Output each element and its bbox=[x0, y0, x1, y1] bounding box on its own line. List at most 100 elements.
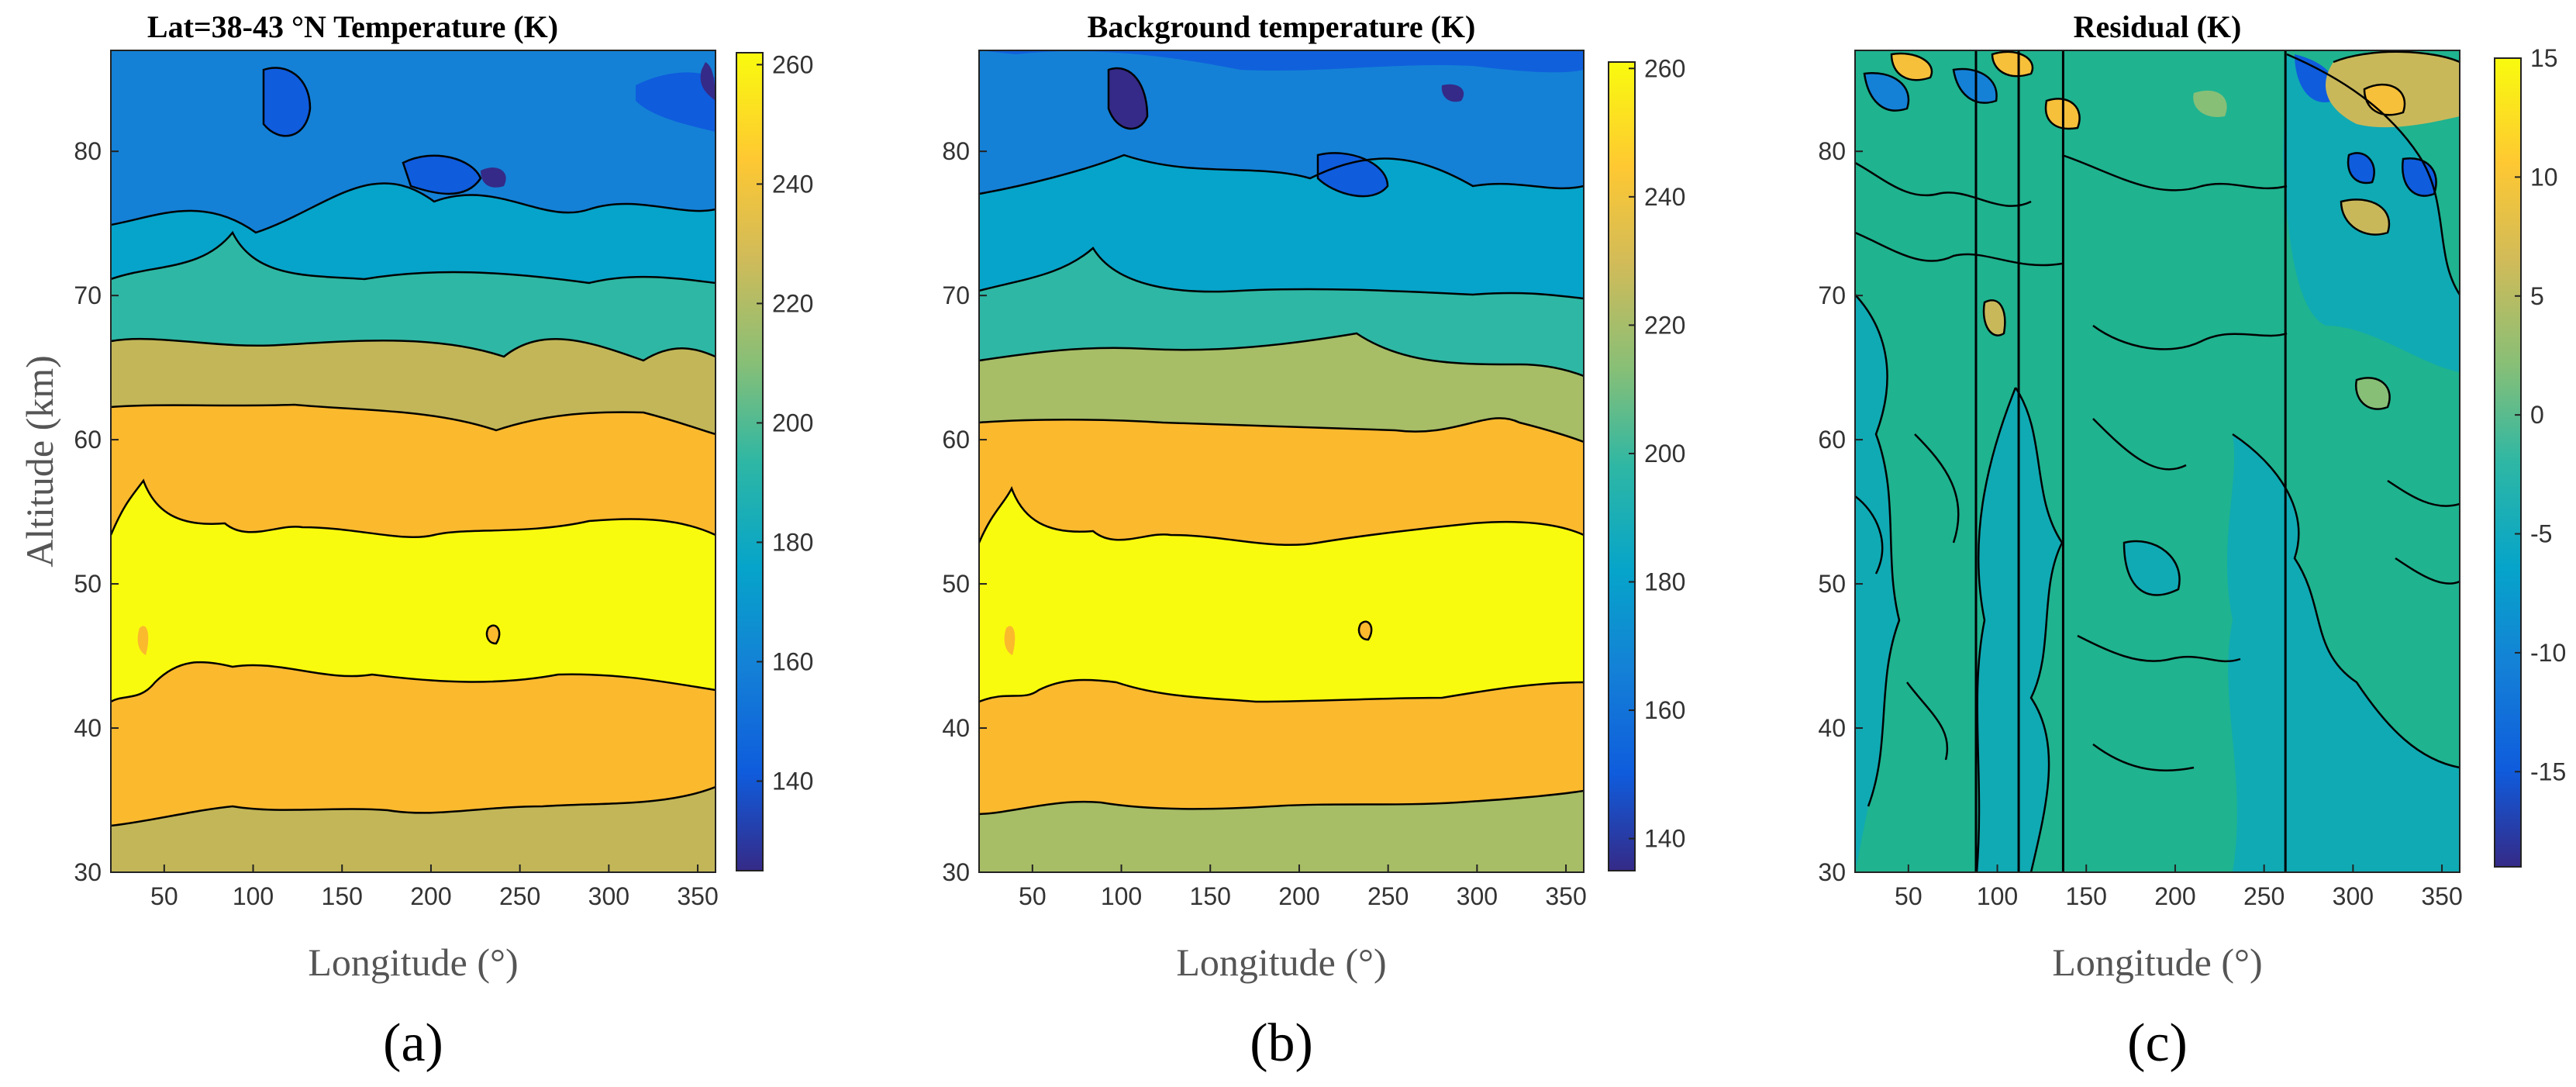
y-tick-label-a: 80 bbox=[74, 137, 102, 165]
y-tick-label-a: 70 bbox=[74, 281, 102, 309]
x-tick-label-a: 250 bbox=[499, 882, 540, 910]
colorbar-tick-label-b: 200 bbox=[1644, 440, 1685, 468]
y-tick-label-c: 70 bbox=[1818, 281, 1846, 309]
x-tick-label-a: 200 bbox=[410, 882, 451, 910]
colorbar-tick-label-c: 10 bbox=[2530, 163, 2558, 191]
cold-cell-a3 bbox=[636, 72, 716, 132]
panel-title-c: Residual (K) bbox=[2074, 9, 2242, 44]
x-tick-label-a: 350 bbox=[677, 882, 718, 910]
colorbar-tick-label-c: 0 bbox=[2530, 401, 2544, 429]
x-tick-label-b: 300 bbox=[1457, 882, 1498, 910]
panel-b: 50 100 150 200 250 300 350 30 40 50 60 70 80 Backgro… bbox=[942, 9, 1685, 1073]
y-tick-label-a: 50 bbox=[74, 570, 102, 598]
colorbar-a bbox=[736, 52, 764, 871]
y-tick-label-c: 50 bbox=[1818, 570, 1846, 598]
cold-cell-a4 bbox=[481, 167, 506, 188]
ticks-b: 50 100 150 200 250 300 350 30 40 50 60 70 80 bbox=[942, 137, 1586, 910]
cold-cell-a bbox=[264, 67, 310, 136]
x-tick-label-a: 50 bbox=[150, 882, 178, 910]
warm-cell-a bbox=[487, 625, 500, 644]
panel-label-c: (c) bbox=[2127, 1013, 2188, 1073]
plot-frame-c bbox=[1854, 50, 2460, 873]
colorbar-tick-label-a: 160 bbox=[772, 647, 813, 675]
y-tick-label-b: 80 bbox=[942, 137, 970, 165]
panel-label-b: (b) bbox=[1250, 1013, 1313, 1073]
warm-cell-a2 bbox=[137, 626, 149, 655]
cold-cell-b bbox=[979, 50, 1584, 73]
x-tick-label-c: 150 bbox=[2066, 882, 2107, 910]
cold-cell-a2 bbox=[403, 155, 481, 194]
ticks-c: 50 100 150 200 250 300 350 30 40 50 60 70 80 bbox=[1818, 137, 2462, 910]
x-axis-label-b: Longitude (°) bbox=[1176, 940, 1386, 984]
contour-field-c bbox=[1855, 50, 2460, 872]
pos-cell-c3 bbox=[1992, 51, 2033, 77]
y-tick-label-a: 60 bbox=[74, 426, 102, 454]
colorbar-ticks-c: 15 10 5 0 -5 -10 -15 bbox=[2515, 44, 2566, 785]
plot-frame-b bbox=[978, 50, 1585, 873]
x-tick-label-b: 200 bbox=[1278, 882, 1319, 910]
x-tick-label-b: 350 bbox=[1545, 882, 1586, 910]
plot-frame-a bbox=[110, 50, 716, 873]
colorbar-ticks-b: 140 160 180 200 220 240 260 bbox=[1629, 54, 1685, 853]
colorbar-tick-label-b: 240 bbox=[1644, 183, 1685, 211]
colorbar-tick-label-a: 220 bbox=[772, 289, 813, 317]
colorbar-tick-label-c: -15 bbox=[2530, 757, 2566, 785]
colorbar-tick-label-a: 180 bbox=[772, 528, 813, 556]
colorbar-tick-label-a: 240 bbox=[772, 170, 813, 198]
neg-region-c4 bbox=[2124, 541, 2180, 595]
warm-cell-b2 bbox=[1004, 626, 1016, 655]
y-tick-label-b: 30 bbox=[942, 858, 970, 886]
x-tick-label-b: 150 bbox=[1190, 882, 1231, 910]
colorbar-tick-label-c: 15 bbox=[2530, 44, 2558, 72]
colorbar-tick-label-a: 260 bbox=[772, 50, 813, 78]
colorbar-tick-label-b: 180 bbox=[1644, 568, 1685, 596]
contour-field-b bbox=[979, 50, 1584, 872]
band-a-lower-strato bbox=[111, 787, 716, 872]
y-tick-label-c: 80 bbox=[1818, 137, 1846, 165]
x-tick-label-b: 100 bbox=[1101, 882, 1142, 910]
ticks-a: 50 100 150 200 250 300 350 30 40 50 60 70 80 bbox=[74, 137, 718, 910]
colorbar-c bbox=[2494, 57, 2522, 868]
strong-neg-c4 bbox=[1864, 73, 1909, 111]
y-tick-label-b: 50 bbox=[942, 570, 970, 598]
x-tick-label-b: 250 bbox=[1367, 882, 1409, 910]
panel-label-a: (a) bbox=[383, 1013, 443, 1073]
pos-cell-c2 bbox=[1891, 53, 1932, 81]
y-tick-label-c: 40 bbox=[1818, 714, 1846, 742]
band-b-lower-strato bbox=[979, 791, 1584, 872]
colorbar-tick-label-b: 160 bbox=[1644, 696, 1685, 724]
pos-cell-c6 bbox=[2356, 378, 2390, 409]
x-axis-label-a: Longitude (°) bbox=[308, 940, 518, 984]
panel-title-a: Lat=38-43 °N Temperature (K) bbox=[147, 9, 558, 44]
x-tick-label-c: 100 bbox=[1977, 882, 2018, 910]
neg-region-c1 bbox=[1855, 295, 1899, 872]
colorbar-tick-label-b: 220 bbox=[1644, 311, 1685, 339]
y-tick-label-c: 60 bbox=[1818, 426, 1846, 454]
discontinuity-lines-c bbox=[1974, 50, 2287, 872]
colorbar-tick-label-b: 140 bbox=[1644, 825, 1685, 853]
warm-cell-b bbox=[1359, 621, 1372, 640]
x-tick-label-b: 50 bbox=[1019, 882, 1047, 910]
colorbar-tick-label-b: 260 bbox=[1644, 54, 1685, 82]
colorbar-tick-label-c: -10 bbox=[2530, 639, 2566, 667]
y-tick-label-b: 40 bbox=[942, 714, 970, 742]
x-tick-label-a: 150 bbox=[322, 882, 363, 910]
contour-field-a bbox=[111, 50, 716, 872]
y-tick-label-b: 60 bbox=[942, 426, 970, 454]
panel-a: 50 100 150 200 250 300 350 30 40 50 60 70 80 Lat=38-… bbox=[18, 9, 813, 1073]
pos-cell-c8 bbox=[2193, 90, 2227, 117]
cold-cell-b4 bbox=[1441, 84, 1464, 102]
x-tick-label-a: 100 bbox=[233, 882, 274, 910]
colorbar-tick-label-c: -5 bbox=[2530, 520, 2552, 548]
x-axis-label-c: Longitude (°) bbox=[2052, 940, 2262, 984]
contours-c bbox=[1855, 50, 2460, 872]
y-axis-label-a: Altitude (km) bbox=[18, 355, 61, 568]
band-a-stratopause bbox=[111, 481, 716, 702]
colorbar-tick-label-a: 200 bbox=[772, 409, 813, 437]
panel-title-b: Background temperature (K) bbox=[1088, 9, 1476, 44]
colorbar-tick-label-a: 140 bbox=[772, 767, 813, 795]
cold-cell-b2 bbox=[1109, 68, 1147, 129]
colorbar-b bbox=[1608, 61, 1636, 871]
